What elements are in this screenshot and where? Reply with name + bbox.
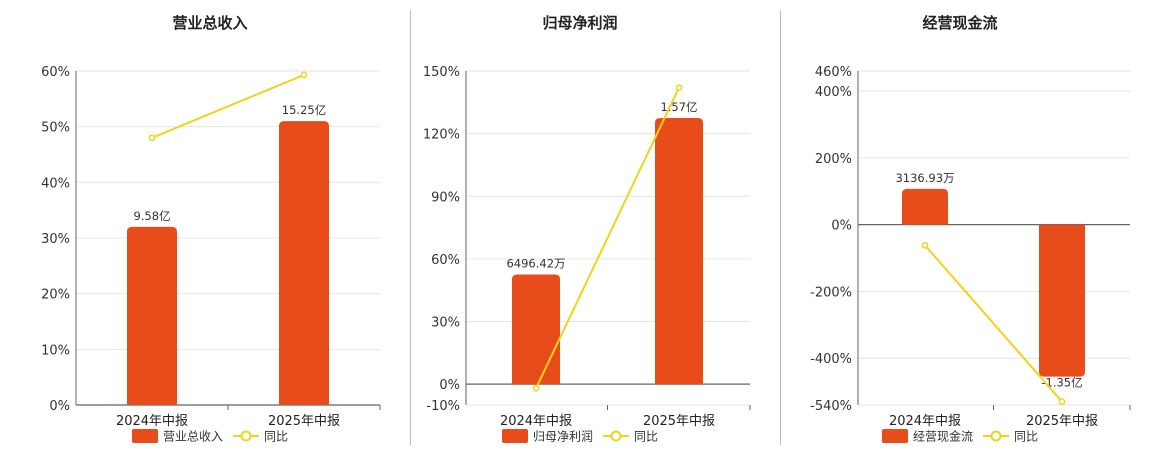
bar xyxy=(1039,224,1085,377)
x-category-label: 2025年中报 xyxy=(268,414,340,429)
bar xyxy=(279,121,329,405)
y-tick-label: 150% xyxy=(423,65,460,80)
bar-data-label: 6496.42万 xyxy=(506,257,565,271)
legend-swatch-marker xyxy=(610,430,622,442)
net-profit-chart: 归母净利润 -10% 0% 30% 60% 90% 120% 150% 2024年中报 2025年… xyxy=(423,14,751,444)
yoy-point xyxy=(675,84,683,92)
bar xyxy=(512,274,560,385)
x-category-label: 2024年中报 xyxy=(889,414,961,429)
legend-swatch-bar xyxy=(502,429,528,443)
legend-swatch-bar xyxy=(132,429,158,443)
x-category-label: 2025年中报 xyxy=(643,414,715,429)
x-category-label: 2024年中报 xyxy=(500,414,572,429)
y-tick-label: -400% xyxy=(810,352,852,367)
y-tick-label: 60% xyxy=(41,65,70,80)
revenue-chart: 营业总收入 0% 10% 20% 30% 40% 50% 60% 2024年中报 2025年中报 9… xyxy=(41,14,381,444)
legend-label-line: 同比 xyxy=(264,430,288,444)
y-tick-label: 0% xyxy=(831,219,852,234)
y-tick-label: 10% xyxy=(41,343,70,358)
bar-data-label: 15.25亿 xyxy=(282,103,326,117)
y-tick-label: 460% xyxy=(815,65,852,80)
x-category-label: 2024年中报 xyxy=(116,414,188,429)
y-tick-label: 120% xyxy=(423,128,460,143)
legend-label-line: 同比 xyxy=(634,430,658,444)
x-category-label: 2025年中报 xyxy=(1026,414,1098,429)
panel-divider xyxy=(780,10,781,445)
legend-swatch-marker xyxy=(240,430,252,442)
y-tick-label: 60% xyxy=(431,253,460,268)
yoy-point xyxy=(148,134,156,142)
legend-label-bar: 经营现金流 xyxy=(913,429,973,444)
y-tick-label: 200% xyxy=(815,152,852,167)
chart-title: 经营现金流 xyxy=(922,14,997,32)
chart-panel-cash-flow: 经营现金流 -540% -400% -200% 0% 200% 400% 460% 2024年中… xyxy=(780,0,1160,450)
yoy-point xyxy=(1058,398,1066,406)
yoy-point xyxy=(300,71,308,79)
y-tick-label: 50% xyxy=(41,121,70,136)
y-tick-label: 30% xyxy=(431,316,460,331)
y-tick-label: 30% xyxy=(41,232,70,247)
cash-flow-chart: 经营现金流 -540% -400% -200% 0% 200% 400% 460% 2024年中… xyxy=(810,14,1131,444)
y-tick-label: -200% xyxy=(810,285,852,300)
bar-data-label: 3136.93万 xyxy=(895,171,954,185)
y-tick-label: -10% xyxy=(426,399,460,414)
chart-title: 营业总收入 xyxy=(172,14,247,32)
panel-divider xyxy=(410,10,411,445)
chart-title: 归母净利润 xyxy=(542,14,617,32)
y-tick-label: 0% xyxy=(49,399,70,414)
y-tick-label: 400% xyxy=(815,85,852,100)
bar xyxy=(902,188,948,225)
yoy-point xyxy=(921,241,929,249)
yoy-line xyxy=(924,244,1063,403)
bar-data-label: 1.57亿 xyxy=(660,100,697,114)
legend-label-bar: 归母净利润 xyxy=(533,430,593,444)
chart-panel-net-profit: 归母净利润 -10% 0% 30% 60% 90% 120% 150% 2024年中报 2025年… xyxy=(400,0,780,450)
bar xyxy=(127,226,177,405)
legend-swatch-marker xyxy=(990,430,1002,442)
y-tick-label: 20% xyxy=(41,288,70,303)
y-tick-label: 0% xyxy=(439,378,460,393)
yoy-point xyxy=(532,384,540,392)
legend-swatch-bar xyxy=(882,429,908,443)
y-tick-label: 90% xyxy=(431,190,460,205)
yoy-line xyxy=(151,73,305,139)
chart-panel-revenue: 营业总收入 0% 10% 20% 30% 40% 50% 60% 2024年中报 2025年中报 9… xyxy=(0,0,400,450)
yoy-line xyxy=(535,87,680,389)
y-tick-label: -540% xyxy=(810,399,852,414)
y-tick-label: 40% xyxy=(41,176,70,191)
bar xyxy=(655,117,703,385)
legend-label-line: 同比 xyxy=(1014,430,1038,444)
bar-data-label: -1.35亿 xyxy=(1041,376,1082,390)
legend-label-bar: 营业总收入 xyxy=(163,430,223,444)
bar-data-label: 9.58亿 xyxy=(133,209,170,223)
